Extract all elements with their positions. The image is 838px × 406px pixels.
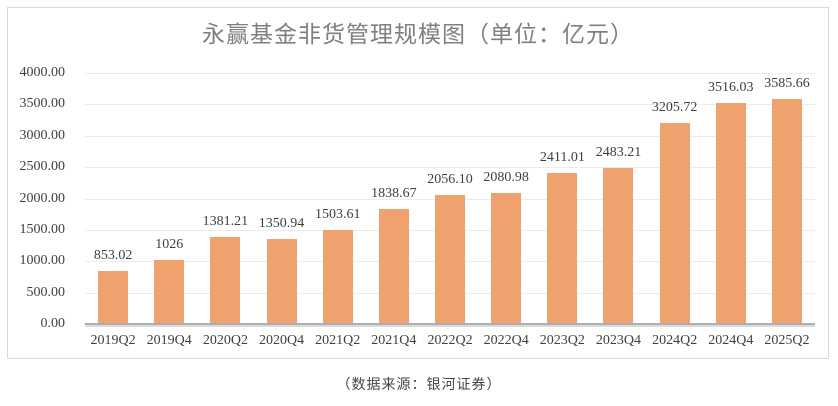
bar xyxy=(98,270,129,324)
x-tick-label: 2020Q4 xyxy=(258,333,305,348)
x-tick-label: 2023Q4 xyxy=(595,333,642,348)
y-tick-label: 3000.00 xyxy=(19,127,66,143)
x-tick-label: 2023Q2 xyxy=(539,333,585,348)
gridline xyxy=(85,104,815,106)
bar-value-label: 2411.01 xyxy=(539,149,585,165)
bar-slot: 2411.01 2023Q2 xyxy=(534,73,590,348)
x-tick-label: 2019Q2 xyxy=(90,333,136,348)
bar-slot: 2483.21 2023Q4 xyxy=(590,73,646,348)
x-tick-label: 2021Q2 xyxy=(315,333,361,348)
bar-slot: 2080.98 2022Q4 xyxy=(478,73,534,348)
bar-value-label: 1381.21 xyxy=(202,214,249,230)
bar xyxy=(210,237,241,324)
bar-value-label: 2080.98 xyxy=(483,170,529,186)
chart-title: 永赢基金非货管理规模图（单位：亿元） xyxy=(202,21,634,47)
gridline xyxy=(85,73,815,74)
y-tick-label: 2000.00 xyxy=(19,190,66,206)
x-tick-label: 2022Q4 xyxy=(483,333,529,348)
y-tick-label: 0.00 xyxy=(40,316,66,331)
bar xyxy=(435,195,466,324)
bar xyxy=(491,193,522,324)
bar-value-label: 853.02 xyxy=(93,247,133,263)
bar-slot: 3205.72 2024Q2 xyxy=(647,73,703,348)
x-tick-label: 2020Q2 xyxy=(202,333,248,348)
bar xyxy=(154,259,185,324)
y-tick-label: 3500.00 xyxy=(19,96,66,112)
y-tick-label: 500.00 xyxy=(26,284,66,300)
x-tick-label: 2021Q4 xyxy=(371,333,417,348)
y-tick-label: 4000.00 xyxy=(19,65,66,80)
bar-value-label: 3205.72 xyxy=(651,99,698,115)
bar-slot: 1026 2019Q4 xyxy=(141,73,197,348)
bar-slot: 1838.67 2021Q4 xyxy=(366,73,422,348)
bar xyxy=(603,168,634,324)
chart-card: 永赢基金非货管理规模图（单位：亿元） 4000.00 3500.00 3000.00… xyxy=(7,7,829,359)
y-tick-label: 1000.00 xyxy=(19,253,66,269)
bar-slot: 1381.21 2020Q2 xyxy=(197,73,253,348)
y-tick-label: 1500.00 xyxy=(19,221,66,237)
bar-series: 853.02 2019Q2 1026 2019Q4 1381.21 2020Q2 1350.… xyxy=(85,73,815,349)
bar-slot: 853.02 2019Q2 xyxy=(85,73,141,349)
x-tick-label: 2019Q4 xyxy=(146,333,192,348)
x-tick-label: 2024Q2 xyxy=(652,333,698,348)
bar-value-label: 2483.21 xyxy=(595,145,642,161)
bar-value-label: 2056.10 xyxy=(427,172,473,187)
plot-area: 4000.00 3500.00 3000.00 2500.00 2000.00 1500.… xyxy=(20,65,815,349)
bar xyxy=(771,99,802,324)
y-tick-label: 2500.00 xyxy=(19,159,66,175)
x-tick-label: 2024Q4 xyxy=(708,333,754,348)
x-axis-line xyxy=(85,323,815,325)
bar-value-label: 1503.61 xyxy=(314,206,361,222)
bar-slot: 3585.66 2025Q2 xyxy=(759,73,815,348)
bar-slot: 1350.94 2020Q4 xyxy=(253,73,309,348)
x-tick-label: 2022Q2 xyxy=(427,333,473,348)
bar-slot: 1503.61 2021Q2 xyxy=(310,73,366,348)
bar-slot: 3516.03 2024Q4 xyxy=(703,73,759,348)
bar-value-label: 3516.03 xyxy=(708,80,754,96)
bar-value-label: 1838.67 xyxy=(371,185,417,201)
gridline xyxy=(85,135,815,137)
bar xyxy=(715,103,746,324)
bar-value-label: 1350.94 xyxy=(258,216,305,232)
bar xyxy=(378,208,409,324)
bar xyxy=(266,239,297,324)
bar-value-label: 3585.66 xyxy=(764,76,810,91)
x-tick-label: 2025Q2 xyxy=(764,333,810,348)
bar xyxy=(547,172,578,324)
gridline xyxy=(85,167,815,169)
bar xyxy=(659,122,690,324)
bar-slot: 2056.10 2022Q2 xyxy=(422,73,478,348)
bar xyxy=(322,229,353,324)
source-note: （数据来源：银河证券） xyxy=(336,376,502,392)
bar-value-label: 1026 xyxy=(155,236,184,252)
